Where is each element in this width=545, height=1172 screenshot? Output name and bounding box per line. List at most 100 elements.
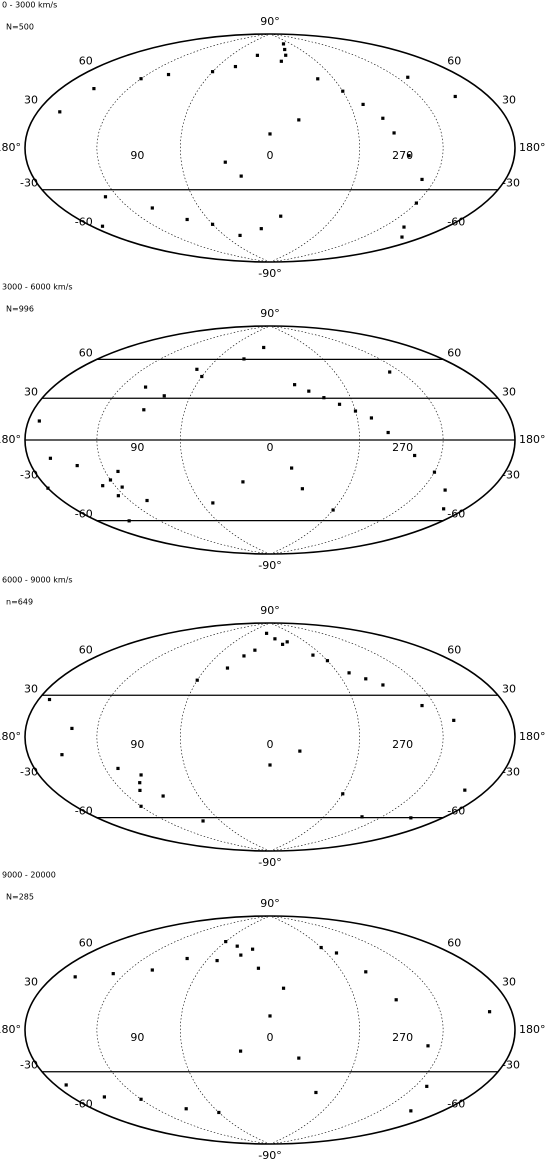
galaxy-point [452, 718, 456, 722]
y-tick-label: -30 [502, 766, 520, 779]
panel: 0 - 3000 km/s N=500 90° 60 60 30 30 -30 -30 -60 -6… [0, 1, 545, 281]
galaxy-point [268, 132, 272, 136]
y-tick-label: 60 [447, 346, 461, 359]
y-tick-label: 60 [79, 346, 93, 359]
galaxy-point [443, 488, 447, 492]
meridian [96, 325, 271, 555]
galaxy-point [381, 116, 385, 120]
panel-title: 6000 - 9000 km/s [2, 576, 73, 585]
galaxy-point [239, 174, 243, 178]
galaxy-point [139, 804, 143, 808]
galaxy-point [322, 396, 326, 400]
galaxy-point [259, 227, 263, 231]
x-tick-label: 0 [267, 441, 274, 454]
y-tick-label: 30 [502, 93, 516, 106]
galaxy-point [364, 970, 368, 974]
galaxy-point [102, 1095, 106, 1099]
galaxy-point [413, 453, 417, 458]
y-tick-label: 60 [447, 936, 461, 949]
galaxy-point [281, 986, 286, 990]
galaxy-point [201, 819, 205, 823]
galaxy-point [425, 1084, 429, 1088]
x-tick-label: 180° [0, 433, 21, 446]
galaxy-point [432, 470, 437, 474]
galaxy-point [143, 385, 148, 389]
galaxy-point [386, 430, 390, 435]
meridian [269, 622, 361, 852]
galaxy-point [116, 469, 120, 474]
galaxy-point [256, 966, 261, 970]
galaxy-point [185, 956, 189, 961]
meridian [269, 915, 361, 1145]
galaxy-point [224, 939, 228, 944]
galaxy-point [442, 507, 446, 511]
galaxy-point [264, 631, 269, 635]
galaxy-point [241, 480, 245, 484]
galaxy-point [290, 466, 294, 470]
galaxy-point [100, 224, 105, 228]
meridian [269, 33, 361, 263]
y-tick-label: -60 [447, 1098, 465, 1111]
galaxy-point [75, 463, 79, 468]
y-tick-label: 60 [79, 936, 93, 949]
y-tick-label: -30 [502, 177, 520, 190]
galaxy-point [402, 225, 406, 229]
x-tick-label: 180° [0, 141, 21, 154]
x-tick-label: 0 [267, 738, 274, 751]
galaxy-point [273, 637, 277, 641]
galaxy-point [184, 1107, 188, 1111]
y-tick-label: -90° [258, 559, 281, 572]
meridian [96, 622, 271, 852]
galaxy-point [300, 487, 304, 491]
galaxy-point [420, 703, 424, 708]
x-tick-label: 180° [519, 730, 545, 743]
x-tick-label: 270 [392, 1031, 413, 1044]
y-tick-label: 60 [79, 643, 93, 656]
x-tick-label: 180° [519, 433, 545, 446]
galaxy-point [138, 788, 142, 793]
galaxy-point [250, 947, 255, 951]
meridian [269, 325, 444, 555]
galaxy-point [238, 233, 242, 238]
galaxy-point [279, 59, 283, 63]
galaxy-point [307, 389, 311, 393]
galaxy-point [281, 42, 286, 46]
galaxy-point [162, 394, 166, 398]
sky-outline [24, 33, 516, 263]
galaxy-point [225, 666, 230, 670]
galaxy-point [347, 671, 351, 675]
galaxy-point [242, 357, 246, 361]
y-tick-label: 30 [24, 93, 38, 106]
galaxy-point [341, 792, 345, 796]
galaxy-point [407, 154, 411, 158]
sky-outline [24, 915, 516, 1145]
x-tick-label: 180° [0, 1023, 21, 1036]
galaxy-point [92, 87, 96, 91]
galaxy-point [280, 642, 285, 646]
meridian [179, 622, 271, 852]
y-tick-label: -60 [447, 508, 465, 521]
galaxy-point [381, 683, 385, 687]
galaxy-point [217, 1110, 221, 1115]
galaxy-point [394, 998, 398, 1002]
galaxy-point [283, 47, 287, 52]
galaxy-point [210, 222, 215, 226]
galaxy-point [255, 53, 260, 57]
galaxy-point [195, 678, 199, 682]
y-tick-label: -60 [75, 805, 93, 818]
y-tick-label: 30 [502, 975, 516, 988]
galaxy-point [298, 749, 302, 753]
galaxy-point [360, 815, 364, 819]
galaxy-point [145, 498, 149, 503]
galaxy-point [161, 794, 165, 798]
galaxy-point [233, 64, 238, 69]
galaxy-point [364, 677, 368, 681]
panel-title: 0 - 3000 km/s [2, 1, 57, 10]
galaxy-point [46, 486, 50, 490]
galaxy-point [111, 972, 115, 976]
y-tick-label: 30 [24, 975, 38, 988]
galaxy-point [361, 102, 365, 107]
galaxy-point [58, 110, 62, 114]
galaxy-point [48, 456, 53, 460]
